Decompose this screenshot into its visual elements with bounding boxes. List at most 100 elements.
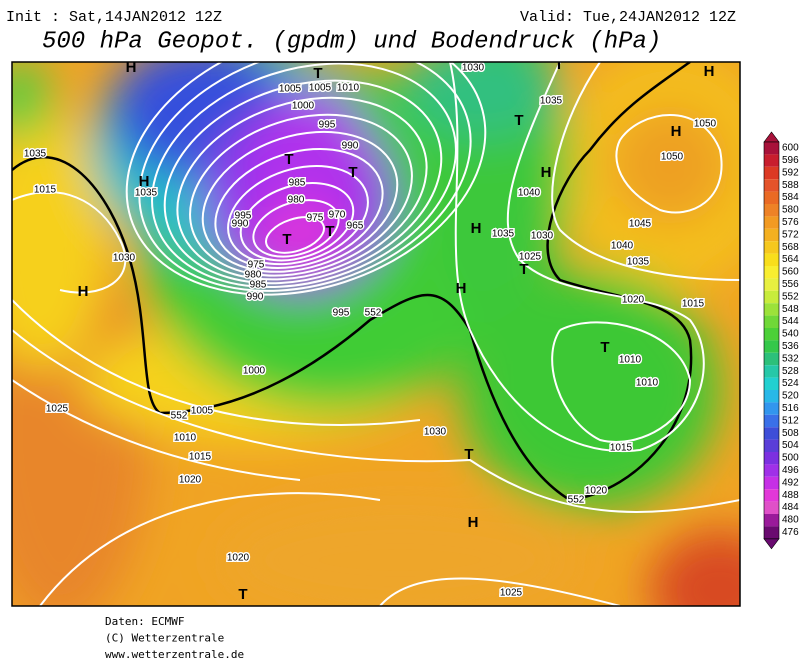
colorbar-swatch: [764, 278, 779, 291]
pressure-center: T: [464, 446, 473, 463]
isobar-label: 1045: [629, 219, 652, 230]
isobar-label: 1020: [179, 475, 202, 486]
isobar-label: 975: [248, 260, 265, 271]
colorbar-swatch: [764, 352, 779, 366]
colorbar-label: 564: [782, 254, 799, 265]
colorbar-swatch: [764, 476, 779, 490]
pressure-center: H: [456, 280, 467, 297]
colorbar-swatch: [764, 328, 779, 341]
colorbar-swatch: [764, 204, 779, 217]
colorbar-swatch: [764, 427, 779, 440]
isobar: [265, 216, 325, 254]
isobar-label: 552: [365, 308, 382, 319]
colorbar-label: 588: [782, 180, 799, 191]
colorbar-label: 592: [782, 167, 799, 178]
pressure-center: T: [519, 261, 528, 278]
isobar-label: 1035: [627, 257, 650, 268]
colorbar-swatch: [764, 452, 779, 465]
isobar: [551, 321, 692, 443]
colorbar-label: 556: [782, 279, 799, 290]
pressure-center: H: [78, 283, 89, 300]
colorbar-label: 492: [782, 477, 799, 488]
colorbar-label: 520: [782, 391, 799, 402]
isobar: [125, 62, 487, 296]
colorbar-label: 512: [782, 415, 799, 426]
map-title: 500 hPa Geopot. (gpdm) und Bodendruck (h…: [42, 28, 661, 55]
isobar-label: 990: [247, 292, 264, 303]
colorbar-swatch: [764, 142, 779, 155]
isobar: [176, 96, 428, 281]
colorbar-swatch: [764, 414, 779, 428]
pressure-center: T: [514, 112, 523, 129]
colorbar-label: 544: [782, 316, 799, 327]
pressure-center: T: [313, 65, 322, 82]
isobar-label: 965: [347, 221, 364, 232]
isobar-label: 995: [235, 211, 252, 222]
isobar: [189, 113, 413, 277]
colorbar-label: 552: [782, 291, 799, 302]
colorbar-swatch: [764, 365, 779, 378]
colorbar-label: 508: [782, 428, 799, 439]
isobar-label: 552: [171, 411, 188, 422]
isobar: [39, 492, 381, 606]
isobar-label: 995: [333, 308, 350, 319]
colorbar-label: 528: [782, 366, 799, 377]
isobar-label: 1015: [189, 452, 212, 463]
isobar-label: 1020: [227, 553, 250, 564]
isobar-label: 1015: [610, 443, 633, 454]
colorbar-swatch: [764, 390, 779, 403]
colorbar-swatch: [764, 489, 779, 502]
colorbar-label: 576: [782, 217, 799, 228]
colorbar-label: 572: [782, 229, 799, 240]
isobar-label: 1000: [243, 366, 266, 377]
colorbar-label: 480: [782, 515, 799, 526]
isobar-label: 1015: [682, 299, 705, 310]
colorbar-label: 560: [782, 267, 799, 278]
pressure-center: H: [126, 59, 137, 76]
colorbar-label: 488: [782, 490, 799, 501]
colorbar-swatch: [764, 216, 779, 229]
isobar: [163, 79, 443, 285]
isobar-label: 1030: [531, 231, 554, 242]
colorbar-frame: [763, 141, 780, 540]
colorbar-swatch: [764, 526, 779, 539]
isobar-label: 1020: [622, 295, 645, 306]
pressure-center: H: [471, 220, 482, 237]
footer: Daten: ECMWF (C) Wetterzentrale www.wetter…: [105, 615, 244, 661]
isobar: [615, 114, 723, 214]
pressure-center: T: [554, 56, 563, 73]
isobar-label: 1005: [309, 83, 332, 94]
isobar: [551, 62, 740, 281]
colorbar-swatch: [764, 340, 779, 353]
colorbar-swatch: [764, 402, 779, 415]
colorbar-label: 584: [782, 192, 799, 203]
isobar: [201, 130, 399, 273]
colorbar-label: 532: [782, 353, 799, 364]
colorbar-swatch: [764, 179, 779, 192]
isobar-label: 1010: [337, 83, 360, 94]
colorbar-label: 504: [782, 440, 799, 451]
colorbar-label: 596: [782, 155, 799, 166]
isobar: [12, 379, 301, 481]
isobar-label: 1035: [492, 229, 515, 240]
colorbar-label: 568: [782, 242, 799, 253]
isobar-label: 1010: [619, 355, 642, 366]
pressure-center: H: [541, 164, 552, 181]
isobar-label: 995: [319, 120, 336, 131]
isobar-label: 975: [307, 213, 324, 224]
isobar-label: 985: [289, 178, 306, 189]
pressure-center: T: [348, 164, 357, 181]
colorbar-label: 516: [782, 403, 799, 414]
isobar-label: 1035: [540, 96, 563, 107]
isobar-label: 1030: [462, 63, 485, 74]
isobar-label: 1005: [191, 406, 214, 417]
isobar-label: 1025: [46, 404, 69, 415]
isobar: [151, 62, 457, 289]
colorbar-swatch: [764, 154, 779, 167]
isobar-label: 990: [232, 219, 249, 230]
map-frame: [11, 61, 741, 607]
isobar-label: 1030: [113, 253, 136, 264]
isobar: [214, 147, 384, 269]
footer-line: www.wetterzentrale.de: [105, 648, 244, 661]
